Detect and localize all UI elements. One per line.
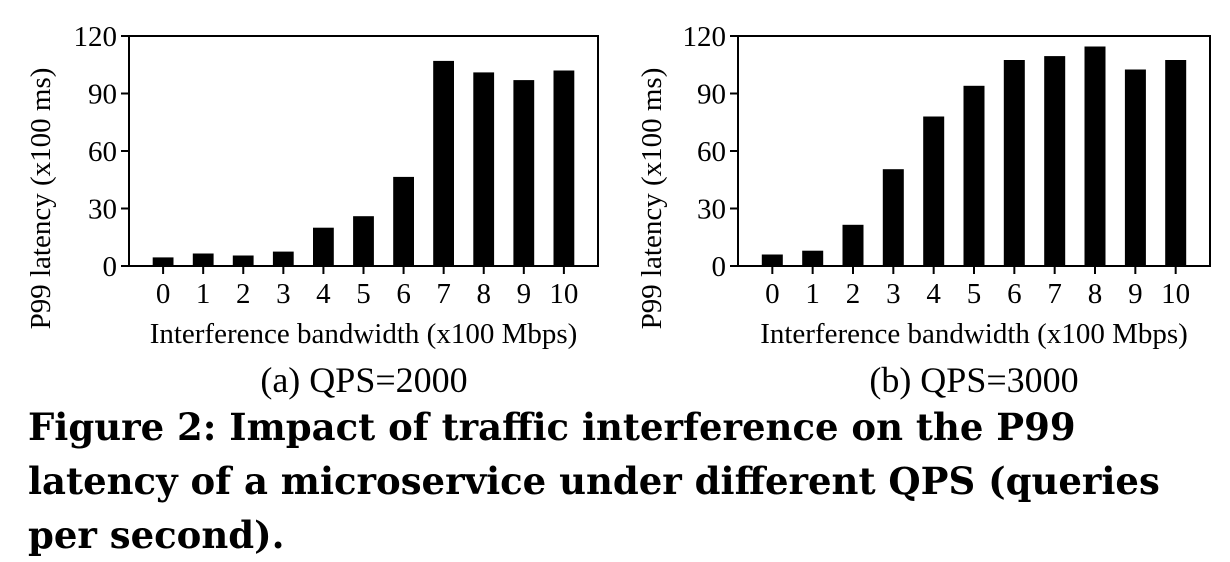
y-axis-label: P99 latency (x100 ms)	[25, 68, 57, 330]
x-axis-label: Interference bandwidth (x100 Mbps)	[150, 318, 578, 350]
y-tick-label: 120	[74, 21, 118, 53]
bar-2	[842, 224, 864, 266]
x-tick-label: 2	[236, 278, 251, 310]
y-tick-label: 60	[88, 136, 117, 168]
x-tick-label: 3	[886, 278, 901, 310]
bar-1	[192, 253, 214, 266]
bar-1	[802, 250, 824, 266]
y-tick-label: 0	[103, 251, 118, 283]
y-axis-label: P99 latency (x100 ms)	[636, 68, 668, 330]
y-tick-label: 90	[88, 79, 117, 111]
x-tick-label: 0	[765, 278, 780, 310]
x-tick-label: 5	[356, 278, 371, 310]
figure-caption: Figure 2: Impact of traffic interference…	[28, 405, 1160, 557]
bar-4	[923, 116, 945, 266]
bar-2	[232, 255, 254, 266]
x-tick-label: 4	[926, 278, 941, 310]
bar-10	[1165, 60, 1187, 266]
x-tick-label: 9	[1128, 278, 1143, 310]
x-tick-label: 7	[436, 278, 451, 310]
bar-7	[1044, 56, 1066, 266]
y-tick-label: 120	[683, 21, 727, 53]
bar-5	[963, 85, 985, 266]
bar-6	[393, 176, 414, 266]
bar-0	[761, 254, 783, 266]
bar-8	[473, 72, 495, 267]
x-tick-label: 8	[476, 278, 491, 310]
bar-3	[882, 169, 904, 266]
x-axis-label: Interference bandwidth (x100 Mbps)	[760, 318, 1188, 350]
x-tick-label: 3	[276, 278, 291, 310]
x-tick-label: 1	[805, 278, 820, 310]
y-tick-label: 0	[712, 251, 727, 283]
x-tick-label: 1	[196, 278, 211, 310]
y-tick-label: 90	[697, 79, 726, 111]
x-tick-label: 8	[1088, 278, 1103, 310]
bar-8	[1084, 46, 1106, 266]
bar-9	[1124, 69, 1146, 266]
bar-3	[272, 251, 294, 266]
x-tick-label: 7	[1047, 278, 1062, 310]
x-tick-label: 10	[1161, 278, 1190, 310]
x-tick-label: 0	[156, 278, 171, 310]
bar-6	[1003, 60, 1025, 266]
x-tick-label: 9	[517, 278, 532, 310]
subcaption: (a) QPS=2000	[260, 360, 467, 400]
bar-10	[553, 70, 575, 266]
subcaption: (b) QPS=3000	[869, 360, 1078, 400]
y-tick-label: 60	[697, 136, 726, 168]
bar-0	[152, 257, 174, 266]
bar-7	[433, 60, 454, 267]
x-tick-label: 4	[316, 278, 331, 310]
y-tick-label: 30	[88, 194, 117, 226]
x-tick-label: 10	[549, 278, 578, 310]
y-tick-label: 30	[697, 194, 726, 226]
x-tick-label: 5	[967, 278, 982, 310]
x-tick-label: 6	[1007, 278, 1022, 310]
bar-5	[353, 216, 374, 266]
bar-9	[513, 80, 535, 266]
bar-4	[313, 227, 334, 266]
x-tick-label: 2	[846, 278, 861, 310]
x-tick-label: 6	[396, 278, 411, 310]
